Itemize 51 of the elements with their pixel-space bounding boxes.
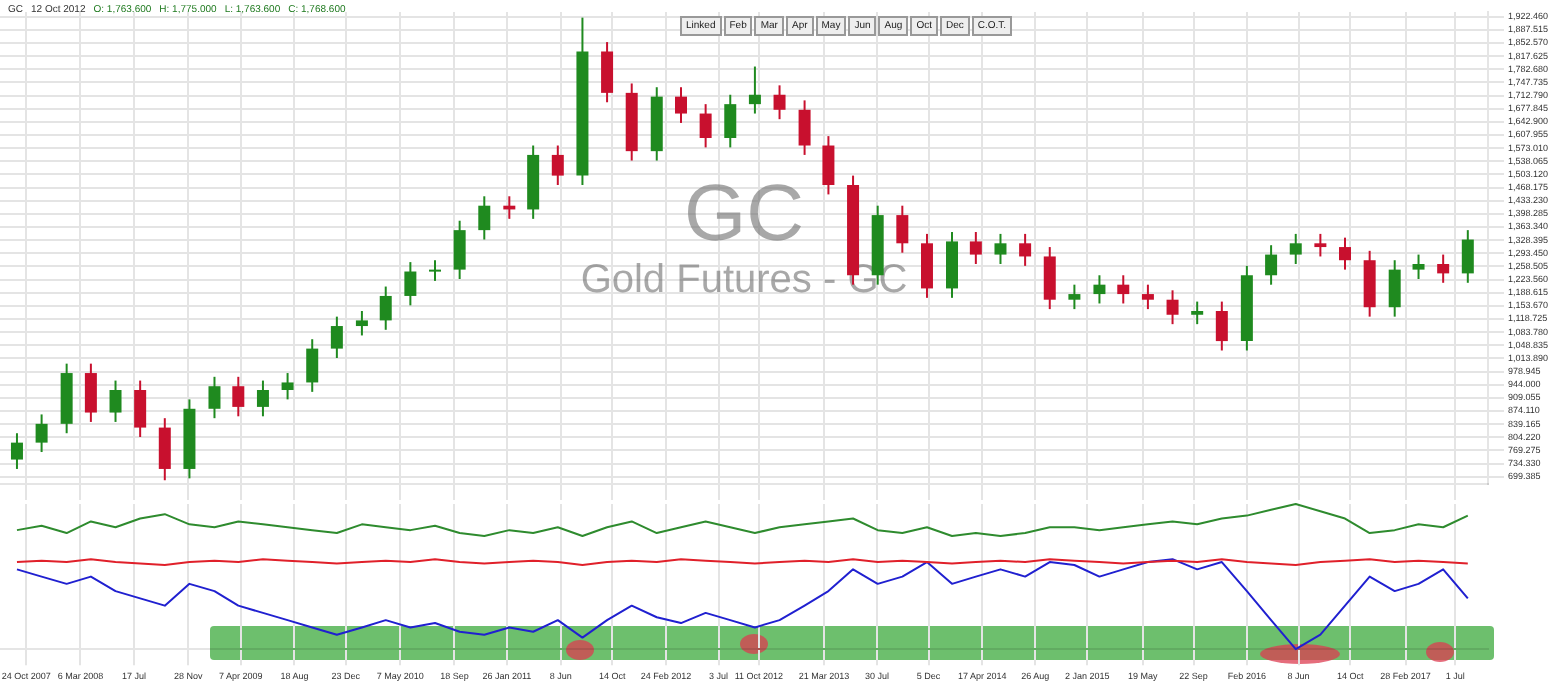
candlestick [798,99,811,156]
candlestick [773,84,786,121]
candlestick [478,195,491,241]
candlestick [35,413,48,454]
candlestick [1461,229,1474,284]
candlestick [601,41,614,104]
candlestick [453,219,466,281]
candlestick [1093,274,1106,305]
candlestick [1141,283,1154,311]
candlestick [1191,300,1204,326]
candlestick [822,135,835,196]
candlestick [551,144,564,186]
candlestick [724,93,737,149]
candlestick [306,338,319,393]
candlestick [1314,232,1327,258]
candlestick [158,417,171,482]
candlestick [896,204,909,254]
candlestick [1019,232,1032,267]
candlestick [109,379,122,423]
candlestick [699,103,712,149]
candlestick [1215,300,1228,352]
candlestick [748,65,761,115]
candlestick [208,375,221,420]
candlestick [1437,253,1450,284]
candlestick [330,315,343,360]
candlestick [404,261,417,307]
candlestick [10,432,23,470]
candlestick [946,231,959,299]
candlestick [429,259,442,282]
candlestick [256,379,269,418]
candlestick [1412,253,1425,281]
candlestick [281,372,294,401]
candlestick [674,86,687,124]
candlestick [355,310,368,337]
candlestick [1265,244,1278,286]
candlestick [920,232,933,299]
candlestick [1388,259,1401,318]
candlestick [994,232,1007,265]
candlestick [1068,283,1081,311]
candlestick [1339,236,1352,271]
candlestick [1289,232,1302,265]
candlestick [84,362,97,423]
text: GC [684,170,804,258]
candlestick [1363,249,1376,318]
candlestick [1166,289,1179,326]
candlestick [134,379,147,438]
candlestick [379,285,392,331]
candlestick [969,231,982,265]
candlestick [232,375,245,418]
candlestick [1043,246,1056,311]
candlestick [1117,274,1130,305]
